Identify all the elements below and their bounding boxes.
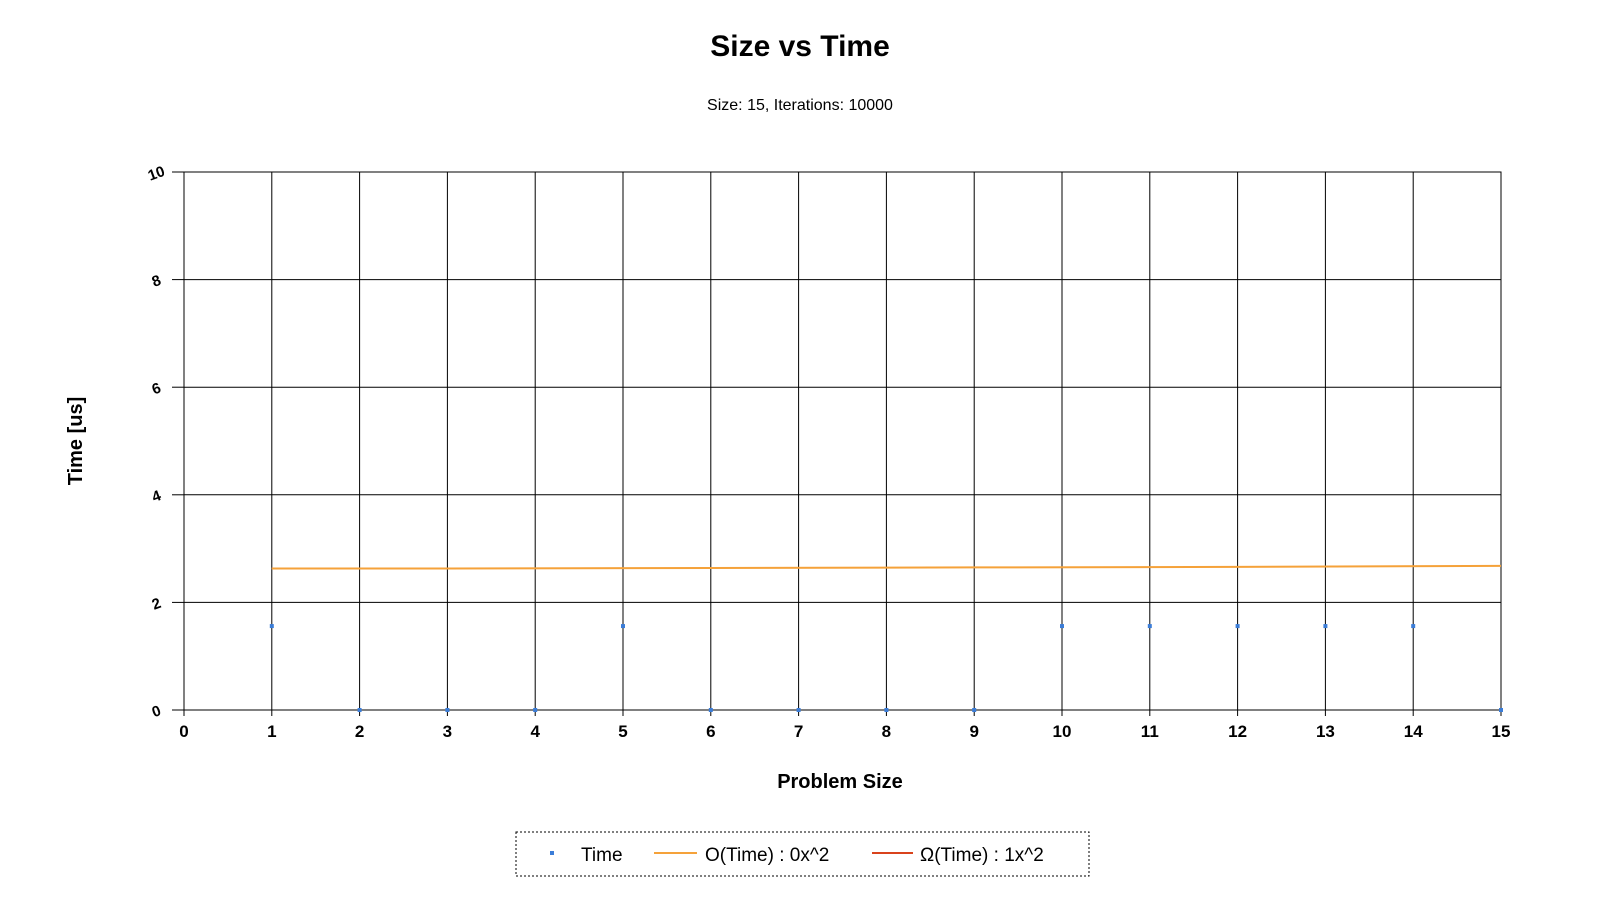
legend-label-upper-bound: O(Time) : 0x^2 — [705, 845, 829, 866]
chart-title: Size vs Time — [710, 30, 890, 63]
data-point — [357, 708, 362, 712]
data-point — [972, 708, 977, 712]
chart-subtitle: Size: 15, Iterations: 10000 — [707, 97, 893, 114]
data-point — [445, 708, 450, 712]
x-tick-label: 14 — [1404, 722, 1423, 741]
y-tick-label: 8 — [150, 272, 164, 291]
x-tick-label: 4 — [530, 722, 540, 741]
x-tick-label: 5 — [618, 722, 627, 741]
x-tick-label: 11 — [1141, 722, 1159, 741]
x-tick-label: 0 — [179, 722, 188, 741]
legend-box — [515, 831, 1090, 877]
data-point — [1323, 624, 1328, 629]
x-tick-label: 10 — [1053, 722, 1072, 741]
plot-area — [183, 171, 1502, 711]
y-tick-label: 2 — [150, 595, 164, 614]
x-tick-label: 2 — [355, 722, 364, 741]
data-point — [1147, 624, 1152, 629]
data-point — [533, 708, 538, 712]
data-point — [269, 624, 274, 629]
legend-label-time: Time — [581, 845, 623, 866]
legend: Time O(Time) : 0x^2 Ω(Time) : 1x^2 — [515, 831, 1090, 877]
upper-bound-line — [271, 564, 1502, 570]
legend-label-lower-bound: Ω(Time) : 1x^2 — [920, 845, 1044, 866]
data-point — [796, 708, 801, 712]
y-axis-ticks: 0 2 4 6 8 10 — [146, 163, 184, 721]
x-axis-ticks: 0 1 2 3 4 5 6 7 8 9 10 11 12 13 14 15 — [179, 710, 1510, 741]
legend-marker-time — [550, 851, 554, 855]
x-tick-label: 1 — [267, 722, 276, 741]
y-tick-label: 10 — [146, 163, 167, 185]
data-point — [708, 708, 713, 712]
data-point — [1499, 708, 1503, 712]
x-tick-label: 12 — [1228, 722, 1247, 741]
y-tick-label: 4 — [150, 487, 164, 506]
x-tick-label: 9 — [969, 722, 978, 741]
data-point — [1411, 624, 1416, 629]
x-axis-label: Problem Size — [777, 771, 903, 793]
grid — [183, 171, 1502, 711]
y-tick-label: 6 — [150, 380, 164, 399]
data-point — [1235, 624, 1240, 629]
x-tick-label: 6 — [706, 722, 715, 741]
x-tick-label: 7 — [794, 722, 803, 741]
x-tick-label: 13 — [1316, 722, 1335, 741]
y-axis-label: Time [us] — [65, 397, 87, 486]
data-point — [621, 624, 625, 629]
x-tick-label: 8 — [882, 722, 891, 741]
y-tick-label: 0 — [150, 702, 164, 721]
x-tick-label: 15 — [1492, 722, 1511, 741]
series-layer — [269, 564, 1503, 712]
data-point — [884, 708, 889, 712]
data-point — [1060, 624, 1064, 629]
x-tick-label: 3 — [443, 722, 452, 741]
